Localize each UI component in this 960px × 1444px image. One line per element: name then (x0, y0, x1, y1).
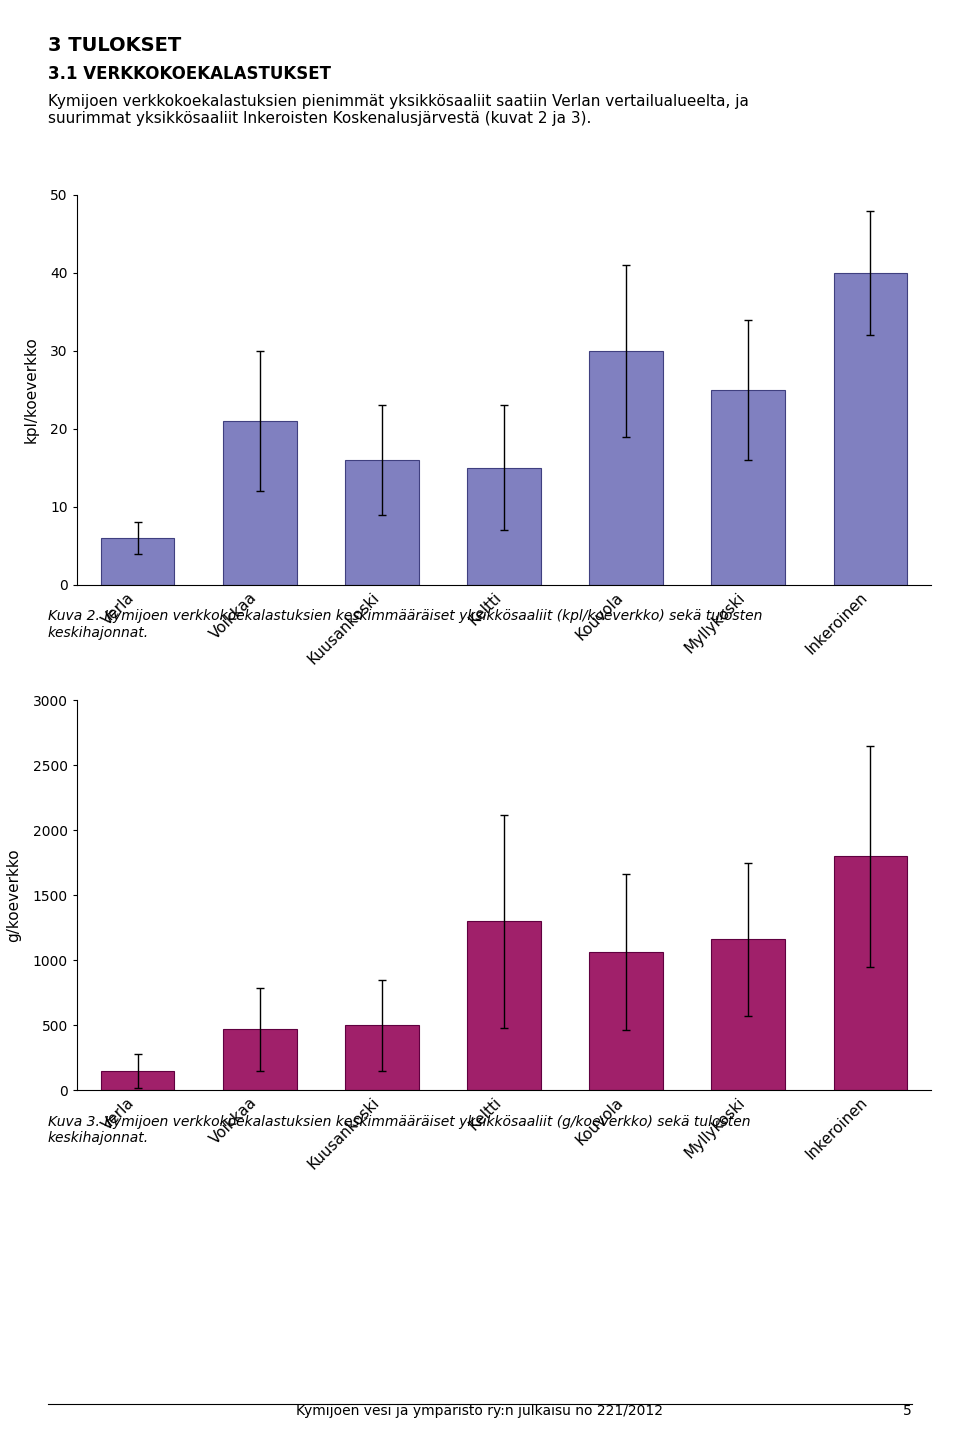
Bar (224, 1030, 297, 1090)
Bar (346, 461, 419, 585)
Bar (468, 468, 540, 585)
Bar (711, 390, 784, 585)
Y-axis label: g/koeverkko: g/koeverkko (7, 849, 21, 941)
Bar (711, 940, 784, 1090)
Bar (589, 351, 662, 585)
Bar (101, 539, 175, 585)
Text: Kuva 2. Kymijoen verkkokoekalastuksien keskimmääräiset yksikkösaaliit (kpl/koeve: Kuva 2. Kymijoen verkkokoekalastuksien k… (48, 609, 762, 640)
Bar (833, 273, 907, 585)
Bar (589, 953, 662, 1090)
Bar (224, 422, 297, 585)
Bar (101, 1071, 175, 1090)
Bar (346, 1025, 419, 1090)
Text: 3.1 VERKKOKOEKALASTUKSET: 3.1 VERKKOKOEKALASTUKSET (48, 65, 331, 82)
Y-axis label: kpl/koeverkko: kpl/koeverkko (24, 336, 39, 443)
Text: Kuva 3. Kymijoen verkkokoekalastuksien keskimmääräiset yksikkösaaliit (g/koeverk: Kuva 3. Kymijoen verkkokoekalastuksien k… (48, 1115, 751, 1145)
Bar (833, 856, 907, 1090)
Text: 3 TULOKSET: 3 TULOKSET (48, 36, 181, 55)
Text: Kymijoen verkkokoekalastuksien pienimmät yksikkösaaliit saatiin Verlan vertailua: Kymijoen verkkokoekalastuksien pienimmät… (48, 94, 749, 126)
Text: 5: 5 (903, 1404, 912, 1418)
Text: Kymijoen vesi ja ympäristö ry:n julkaisu no 221/2012: Kymijoen vesi ja ympäristö ry:n julkaisu… (297, 1404, 663, 1418)
Bar (468, 921, 540, 1090)
